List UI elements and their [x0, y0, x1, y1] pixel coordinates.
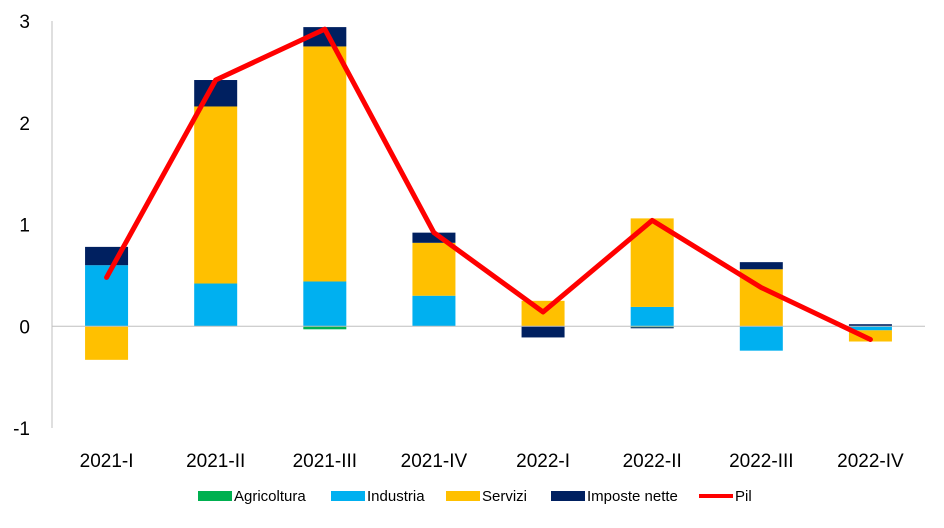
x-tick-label: 2022-III — [729, 451, 793, 472]
x-tick-label: 2022-II — [623, 451, 682, 472]
x-tick-label: 2022-I — [516, 451, 570, 472]
legend-swatch — [551, 491, 585, 501]
bar-segment-industria — [303, 281, 347, 327]
bar-segment-industria — [739, 326, 783, 351]
y-tick-label: 3 — [19, 12, 30, 33]
bar-segment-servizi — [412, 242, 456, 296]
legend-swatch — [198, 491, 232, 501]
bar-segment-servizi — [303, 46, 347, 282]
legend-label: Agricoltura — [234, 488, 306, 505]
bar-segment-imposte-nette — [630, 327, 674, 329]
bar-segment-servizi — [194, 106, 238, 284]
legend-label: Imposte nette — [587, 488, 678, 505]
y-tick-label: 1 — [19, 216, 30, 237]
x-tick-label: 2021-III — [293, 451, 357, 472]
legend-swatch — [446, 491, 480, 501]
bar-segment-agricoltura — [303, 326, 347, 330]
legend-swatch — [331, 491, 365, 501]
bar-segment-imposte-nette — [521, 326, 565, 338]
bar-segment-industria — [630, 306, 674, 327]
bars-layer — [85, 27, 892, 360]
y-tick-label: 2 — [19, 114, 30, 135]
line-series-pil — [104, 26, 873, 342]
bar-segment-industria — [194, 283, 238, 327]
bar-segment-servizi — [848, 330, 892, 342]
x-tick-label: 2022-IV — [837, 451, 904, 472]
bar-segment-imposte-nette — [848, 324, 892, 327]
y-tick-label: 0 — [19, 317, 30, 338]
bar-segment-industria — [848, 326, 892, 331]
x-tick-label: 2021-II — [186, 451, 245, 472]
y-tick-labels: -1 0 1 2 3 — [13, 12, 30, 440]
legend-label: Pil — [735, 488, 752, 505]
x-tick-labels: 2021-I 2021-II 2021-III 2021-IV 2022-I 2022-I… — [80, 451, 904, 472]
bar-segment-industria — [412, 295, 456, 327]
bar-segment-agricoltura — [630, 326, 674, 328]
legend-label: Industria — [367, 488, 425, 505]
x-tick-label: 2021-IV — [401, 451, 468, 472]
line-layer — [104, 26, 873, 342]
bar-segment-imposte-nette — [739, 262, 783, 270]
x-tick-label: 2021-I — [80, 451, 134, 472]
bar-segment-servizi — [85, 326, 129, 360]
legend: Agricoltura Industria Servizi Imposte nette… — [198, 488, 752, 505]
y-tick-label: -1 — [13, 419, 30, 440]
legend-label: Servizi — [482, 488, 527, 505]
bar-segment-imposte-nette — [412, 232, 456, 243]
